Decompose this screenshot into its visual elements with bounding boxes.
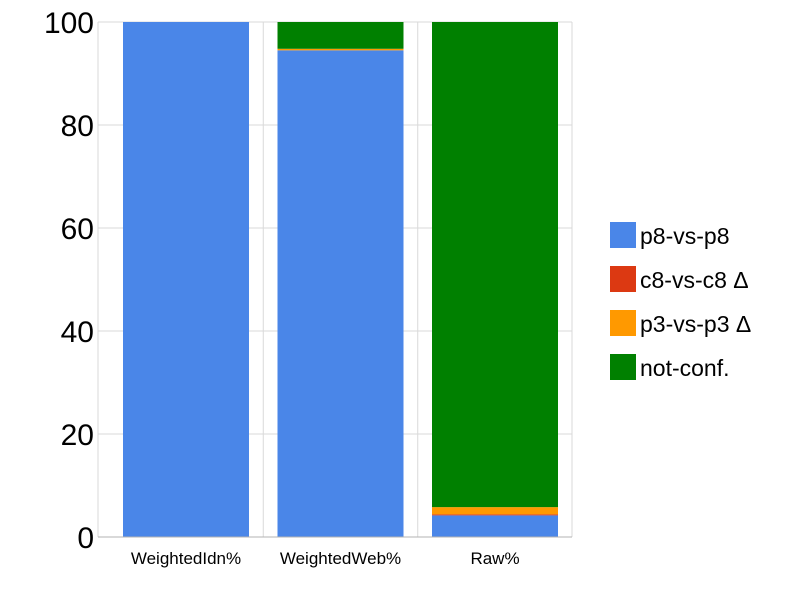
bars <box>123 22 558 537</box>
x-axis-category-labels: WeightedIdn% WeightedWeb% Raw% <box>131 549 520 568</box>
legend-label: not-conf. <box>640 355 730 381</box>
y-tick-label: 60 <box>61 213 94 246</box>
x-category-label: Raw% <box>470 549 519 568</box>
legend-swatch <box>610 266 636 292</box>
bar-segment-2-0 <box>432 515 558 537</box>
x-category-label: WeightedIdn% <box>131 549 241 568</box>
bar-segment-2-3 <box>432 22 558 508</box>
y-tick-label: 20 <box>61 419 94 452</box>
bar-segment-2-2 <box>432 507 558 515</box>
bar-segment-1-0 <box>277 50 404 537</box>
bar-segment-1-3 <box>277 22 404 49</box>
y-tick-label: 100 <box>44 7 94 40</box>
y-tick-label: 40 <box>61 316 94 349</box>
bar-segment-0-0 <box>123 22 249 537</box>
x-category-label: WeightedWeb% <box>280 549 401 568</box>
legend-swatch <box>610 354 636 380</box>
y-tick-label: 0 <box>77 522 94 555</box>
bar-segment-2-1 <box>432 514 558 516</box>
legend-label: p3-vs-p3 Δ <box>640 311 751 337</box>
legend: p8-vs-p8 c8-vs-c8 Δ p3-vs-p3 Δ not-conf. <box>610 222 751 381</box>
legend-label: p8-vs-p8 <box>640 223 729 249</box>
bar-segment-1-2 <box>277 48 404 51</box>
legend-label: c8-vs-c8 Δ <box>640 267 749 293</box>
legend-swatch <box>610 310 636 336</box>
y-tick-label: 80 <box>61 110 94 143</box>
legend-swatch <box>610 222 636 248</box>
y-axis-tick-labels: 0 20 40 60 80 100 <box>44 7 94 555</box>
